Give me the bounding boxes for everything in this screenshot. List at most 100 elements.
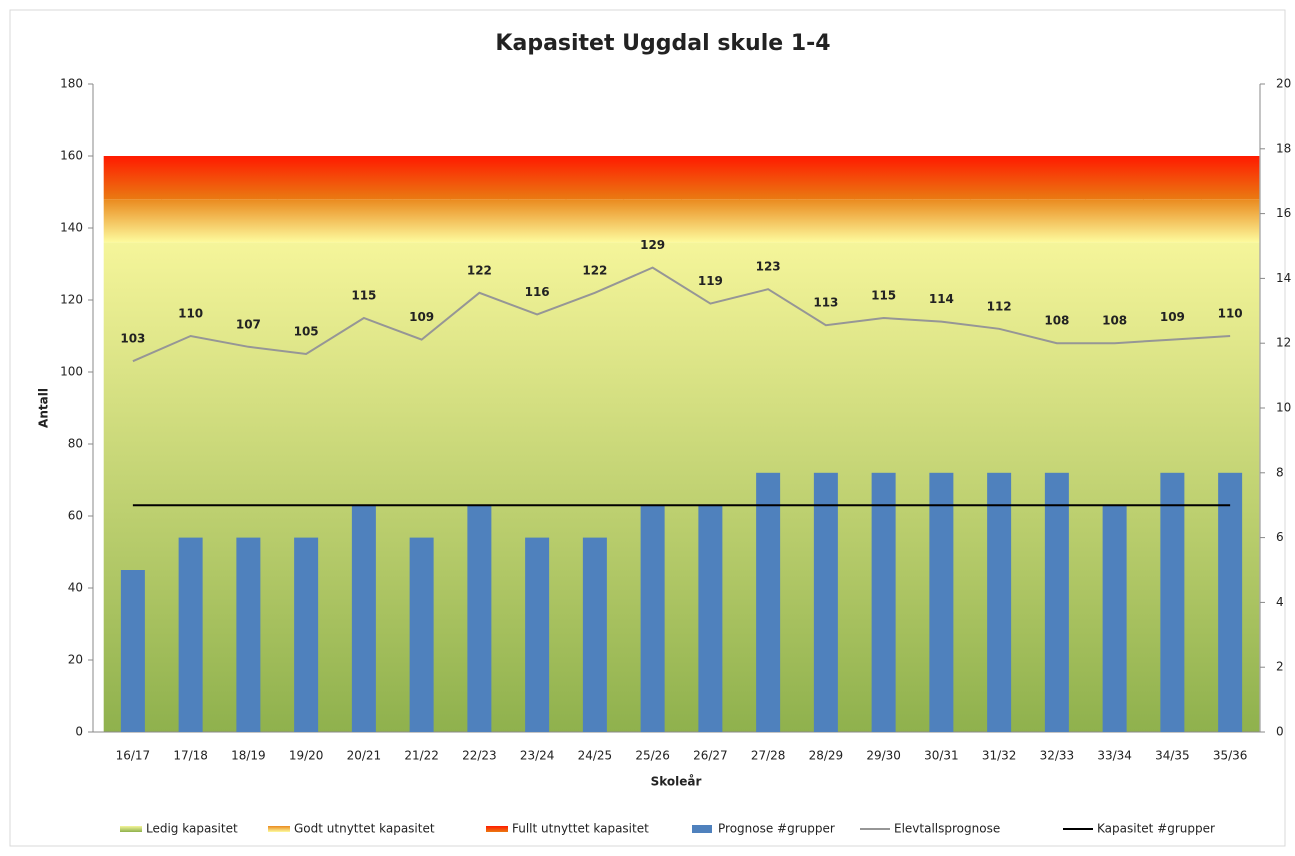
y2-tick-label: 0 xyxy=(1276,725,1284,739)
x-tick-label: 16/17 xyxy=(116,749,151,763)
data-label: 110 xyxy=(178,307,203,321)
area-segment xyxy=(276,156,336,200)
data-label: 108 xyxy=(1102,314,1127,328)
bar xyxy=(1044,472,1069,732)
area-segment xyxy=(738,199,798,243)
bar xyxy=(756,472,781,732)
area-segment xyxy=(1027,199,1087,243)
x-tick-label: 25/26 xyxy=(635,749,670,763)
area-segment xyxy=(161,156,220,200)
data-label: 103 xyxy=(120,332,145,346)
y-tick-label: 20 xyxy=(68,653,83,667)
area-segment xyxy=(623,199,682,243)
area-segment xyxy=(1143,156,1202,200)
data-label: 114 xyxy=(929,292,954,306)
data-label: 107 xyxy=(236,317,261,331)
bar xyxy=(1218,472,1243,732)
bar xyxy=(409,537,434,732)
area-segment xyxy=(219,156,278,200)
x-tick-label: 20/21 xyxy=(347,749,382,763)
area-segment xyxy=(450,156,509,200)
y-tick-label: 140 xyxy=(60,221,83,235)
data-label: 110 xyxy=(1218,307,1243,321)
bar xyxy=(525,537,550,732)
data-label: 109 xyxy=(1160,310,1185,324)
y-tick-label: 100 xyxy=(60,365,83,379)
area-segment xyxy=(103,199,163,243)
legend-label: Ledig kapasitet xyxy=(146,822,238,836)
y-tick-label: 80 xyxy=(68,437,83,451)
data-label: 113 xyxy=(813,296,838,310)
area-segment xyxy=(334,156,394,200)
bar xyxy=(1102,505,1127,732)
y2-tick-label: 6 xyxy=(1276,530,1284,544)
bar xyxy=(294,537,319,732)
data-label: 108 xyxy=(1044,314,1069,328)
y-tick-label: 60 xyxy=(68,509,83,523)
area-segment xyxy=(219,199,278,243)
data-label: 129 xyxy=(640,238,665,252)
y-axis-label: Antall xyxy=(37,388,51,428)
area-segment xyxy=(1200,156,1260,200)
y-tick-label: 40 xyxy=(68,581,83,595)
area-segment xyxy=(1143,199,1202,243)
x-tick-label: 24/25 xyxy=(578,749,613,763)
x-tick-label: 19/20 xyxy=(289,749,324,763)
area-segment xyxy=(1085,199,1144,243)
bar xyxy=(467,505,492,732)
x-tick-label: 34/35 xyxy=(1155,749,1190,763)
y2-tick-label: 8 xyxy=(1276,465,1284,479)
area-segment xyxy=(392,199,451,243)
area-segment xyxy=(103,156,163,200)
data-label: 122 xyxy=(467,263,492,277)
line xyxy=(132,266,1231,363)
legend-swatch xyxy=(692,825,712,833)
area-segment xyxy=(334,199,394,243)
area-segment xyxy=(738,156,798,200)
x-tick-label: 22/23 xyxy=(462,749,497,763)
y-tick-label: 160 xyxy=(60,149,83,163)
area-segment xyxy=(565,156,625,200)
data-label: 119 xyxy=(698,274,723,288)
bar xyxy=(120,570,145,732)
x-tick-label: 33/34 xyxy=(1097,749,1132,763)
y-tick-label: 0 xyxy=(75,725,83,739)
legend-label: Fullt utnyttet kapasitet xyxy=(512,822,649,836)
area-segment xyxy=(507,156,567,200)
bar xyxy=(236,537,261,732)
bar xyxy=(871,472,896,732)
bar xyxy=(987,472,1012,732)
x-tick-label: 23/24 xyxy=(520,749,555,763)
area-segment xyxy=(912,199,971,243)
legend-label: Godt utnyttet kapasitet xyxy=(294,822,435,836)
area-segment xyxy=(507,199,567,243)
bar xyxy=(582,537,607,732)
x-axis-label: Skoleår xyxy=(651,775,702,789)
bar xyxy=(698,505,723,732)
x-tick-label: 26/27 xyxy=(693,749,728,763)
area-segment xyxy=(681,156,740,200)
area-segment xyxy=(912,156,971,200)
data-label: 112 xyxy=(987,299,1012,313)
area-segment xyxy=(854,156,913,200)
x-tick-label: 32/33 xyxy=(1040,749,1075,763)
legend-label: Prognose #grupper xyxy=(718,822,835,836)
area-segment xyxy=(854,199,913,243)
area-segment xyxy=(161,199,220,243)
bar xyxy=(178,537,203,732)
y2-tick-label: 4 xyxy=(1276,595,1284,609)
x-tick-label: 31/32 xyxy=(982,749,1017,763)
legend-label: Kapasitet #grupper xyxy=(1097,822,1215,836)
area-segment xyxy=(1027,156,1087,200)
data-label: 115 xyxy=(871,289,896,303)
x-tick-label: 27/28 xyxy=(751,749,786,763)
y2-tick-label: 20 xyxy=(1276,77,1291,91)
area-segment xyxy=(565,199,625,243)
bar xyxy=(929,472,954,732)
y2-tick-label: 14 xyxy=(1276,271,1291,285)
legend-swatch xyxy=(120,826,142,832)
data-label: 116 xyxy=(525,285,550,299)
area-segment xyxy=(969,199,1029,243)
area-segment xyxy=(623,156,682,200)
